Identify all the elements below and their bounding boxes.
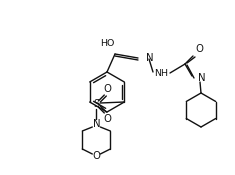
Text: N: N xyxy=(146,53,154,63)
Text: N: N xyxy=(93,119,100,129)
Text: O: O xyxy=(103,84,111,94)
Text: O: O xyxy=(103,114,111,124)
Text: NH: NH xyxy=(154,69,168,79)
Text: HO: HO xyxy=(100,40,114,48)
Text: O: O xyxy=(92,151,100,161)
Text: S: S xyxy=(93,99,99,109)
Text: O: O xyxy=(195,44,203,54)
Text: N: N xyxy=(198,73,206,83)
